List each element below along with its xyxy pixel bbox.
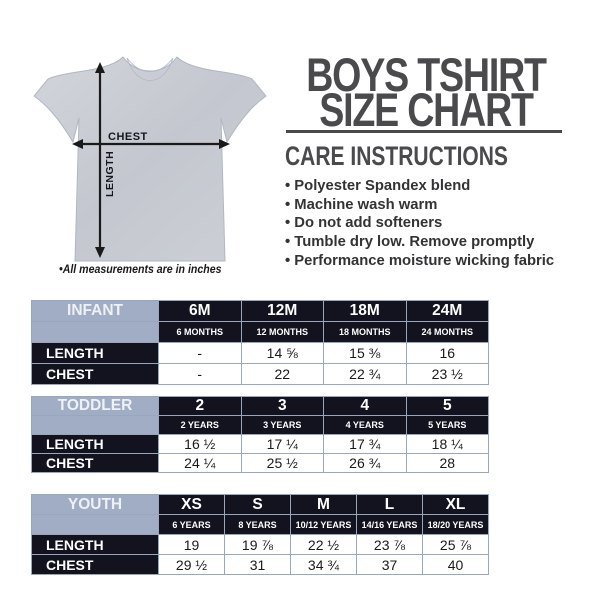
- svg-text:LENGTH: LENGTH: [104, 151, 116, 197]
- svg-text:CHEST: CHEST: [108, 131, 148, 143]
